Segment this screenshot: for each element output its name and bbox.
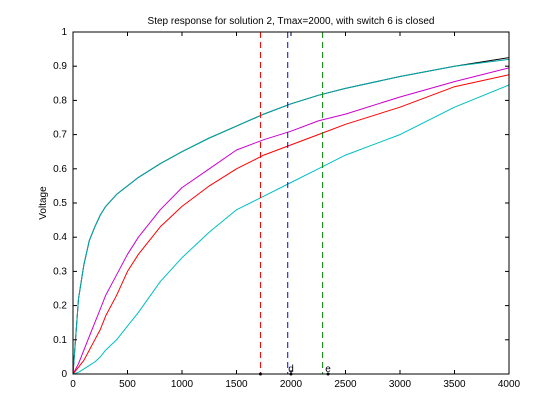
y-tick-label: 0.1 bbox=[53, 335, 67, 346]
y-tick-label: 0.2 bbox=[53, 301, 67, 312]
y-tick-label: 0 bbox=[61, 369, 67, 380]
y-tick-label: 0.4 bbox=[53, 232, 67, 243]
series-line-5 bbox=[72, 84, 510, 375]
plot-area: 0 500 1000 1500 2000 2500 3000 3500 4000 0 0.1 0.2 0… bbox=[53, 27, 520, 390]
y-tick-label: 0.8 bbox=[53, 95, 67, 106]
x-tick-label: 0 bbox=[70, 379, 76, 390]
series-line-4 bbox=[72, 74, 510, 375]
axis-marker-label-3: e bbox=[325, 364, 331, 375]
axis-marker-label-2: d bbox=[288, 364, 294, 375]
x-tick-label: 2500 bbox=[334, 379, 357, 390]
y-tick-label: 0.7 bbox=[53, 130, 67, 141]
x-tick-label: 1500 bbox=[225, 379, 248, 390]
axes-box bbox=[72, 31, 510, 375]
axis-marker-dot-1 bbox=[258, 372, 262, 376]
series-line-2 bbox=[72, 58, 510, 375]
x-tick-label: 500 bbox=[119, 379, 136, 390]
axis-marker-dot-3 bbox=[326, 372, 330, 376]
x-tick-label: 2000 bbox=[280, 379, 303, 390]
y-tick-label: 0.3 bbox=[53, 266, 67, 277]
chart-title: Step response for solution 2, Tmax=2000,… bbox=[148, 16, 435, 27]
x-tick-label: 1000 bbox=[171, 379, 194, 390]
y-tick-label: 0.9 bbox=[53, 61, 67, 72]
y-tick-label: 1 bbox=[61, 27, 67, 38]
series-line-3 bbox=[72, 67, 510, 375]
x-tick-label: 3500 bbox=[443, 379, 466, 390]
y-tick-label: 0.5 bbox=[53, 198, 67, 209]
x-tick-label: 3000 bbox=[389, 379, 412, 390]
y-tick-label: 0.6 bbox=[53, 164, 67, 175]
series-line-1 bbox=[72, 57, 510, 375]
y-axis-label: Voltage bbox=[38, 186, 49, 220]
axis-marker-dot-2 bbox=[289, 372, 293, 376]
x-tick-label: 4000 bbox=[498, 379, 521, 390]
